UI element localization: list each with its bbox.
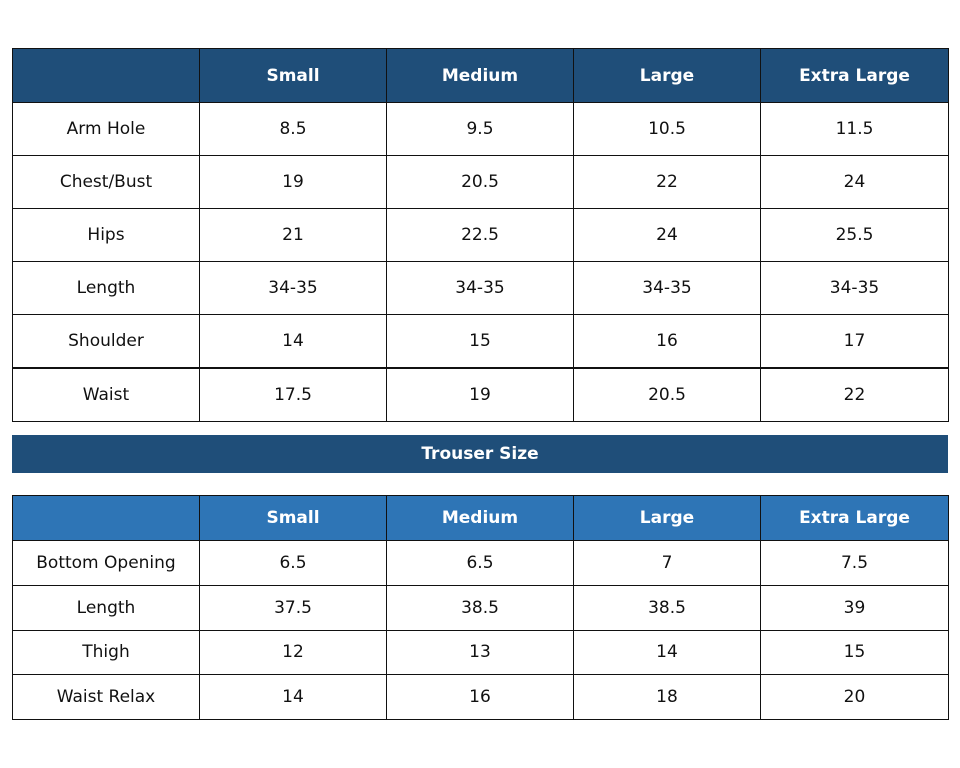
row-label: Waist	[12, 367, 200, 422]
table-cell: 24	[573, 208, 761, 263]
table-cell: 14	[199, 314, 387, 369]
table-cell: 15	[386, 314, 574, 369]
row-label: Length	[12, 584, 200, 631]
table-cell: 20.5	[573, 367, 761, 422]
header-corner	[12, 48, 200, 103]
table-cell: 7	[573, 540, 761, 586]
table-cell: 16	[573, 314, 761, 369]
table-cell: 13	[386, 629, 574, 676]
table-cell: 38.5	[386, 584, 574, 631]
column-header: Small	[199, 48, 387, 103]
row-label: Arm Hole	[12, 102, 200, 157]
table-cell: 7.5	[760, 540, 949, 586]
row-label: Waist Relax	[12, 674, 200, 720]
table-cell: 22.5	[386, 208, 574, 263]
column-header: Large	[573, 495, 761, 541]
table-cell: 14	[199, 674, 387, 720]
table-cell: 14	[573, 629, 761, 676]
column-header: Small	[199, 495, 387, 541]
section-title: Trouser Size	[12, 435, 948, 473]
row-label: Bottom Opening	[12, 540, 200, 586]
table-cell: 19	[199, 155, 387, 210]
row-label: Shoulder	[12, 314, 200, 369]
table-cell: 16	[386, 674, 574, 720]
header-corner	[12, 495, 200, 541]
table-cell: 17.5	[199, 367, 387, 422]
table-cell: 34-35	[760, 261, 949, 316]
table-cell: 20	[760, 674, 949, 720]
table-cell: 6.5	[386, 540, 574, 586]
table-cell: 10.5	[573, 102, 761, 157]
table-cell: 39	[760, 584, 949, 631]
table-cell: 37.5	[199, 584, 387, 631]
column-header: Medium	[386, 48, 574, 103]
table-cell: 8.5	[199, 102, 387, 157]
table-cell: 38.5	[573, 584, 761, 631]
table-cell: 15	[760, 629, 949, 676]
table-cell: 22	[760, 367, 949, 422]
column-header: Large	[573, 48, 761, 103]
table-cell: 20.5	[386, 155, 574, 210]
table-cell: 11.5	[760, 102, 949, 157]
table-cell: 18	[573, 674, 761, 720]
table-cell: 22	[573, 155, 761, 210]
table-cell: 6.5	[199, 540, 387, 586]
table-cell: 21	[199, 208, 387, 263]
table-cell: 24	[760, 155, 949, 210]
row-label: Hips	[12, 208, 200, 263]
row-label: Length	[12, 261, 200, 316]
table-cell: 25.5	[760, 208, 949, 263]
table-cell: 19	[386, 367, 574, 422]
row-label: Chest/Bust	[12, 155, 200, 210]
table-cell: 34-35	[386, 261, 574, 316]
column-header: Extra Large	[760, 48, 949, 103]
table-cell: 17	[760, 314, 949, 369]
table-cell: 12	[199, 629, 387, 676]
table-cell: 9.5	[386, 102, 574, 157]
table-cell: 34-35	[573, 261, 761, 316]
column-header: Medium	[386, 495, 574, 541]
table-cell: 34-35	[199, 261, 387, 316]
row-label: Thigh	[12, 629, 200, 676]
column-header: Extra Large	[760, 495, 949, 541]
